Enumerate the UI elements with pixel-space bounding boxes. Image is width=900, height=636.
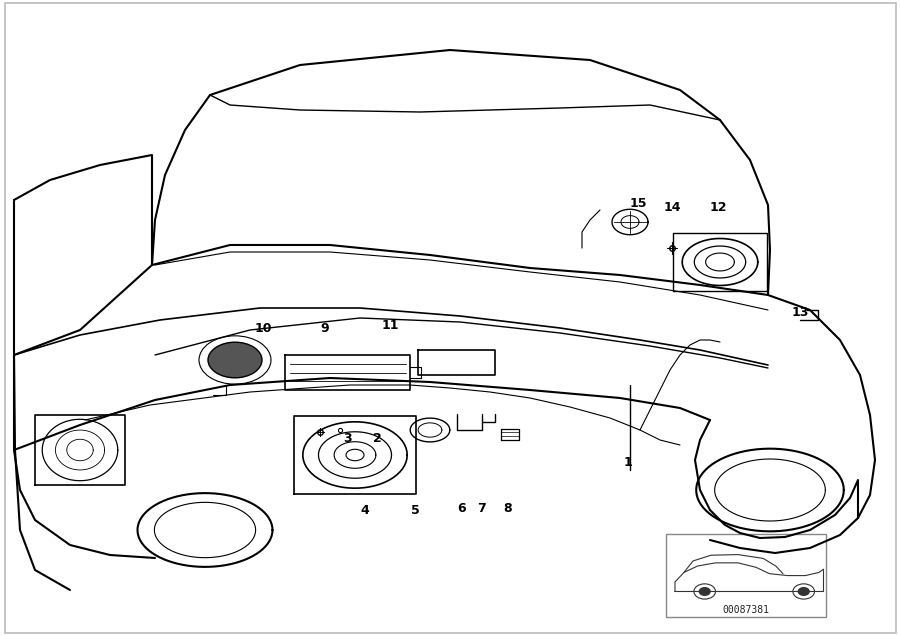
Ellipse shape — [208, 342, 262, 378]
Text: 11: 11 — [382, 319, 399, 331]
Text: 12: 12 — [709, 202, 727, 214]
Text: 13: 13 — [791, 305, 809, 319]
Text: 5: 5 — [410, 504, 419, 516]
Text: 7: 7 — [477, 502, 485, 515]
Text: 15: 15 — [629, 198, 647, 211]
Text: 00087381: 00087381 — [723, 605, 770, 615]
Text: 6: 6 — [458, 502, 466, 515]
Bar — [666, 534, 826, 617]
Text: 1: 1 — [624, 455, 633, 469]
Text: 2: 2 — [373, 431, 382, 445]
Text: 14: 14 — [663, 202, 680, 214]
Text: 9: 9 — [320, 322, 329, 335]
Circle shape — [699, 588, 710, 595]
Text: 3: 3 — [343, 431, 351, 445]
Text: 10: 10 — [254, 322, 272, 335]
Text: 8: 8 — [504, 502, 512, 515]
Circle shape — [798, 588, 809, 595]
Text: 4: 4 — [361, 504, 369, 516]
